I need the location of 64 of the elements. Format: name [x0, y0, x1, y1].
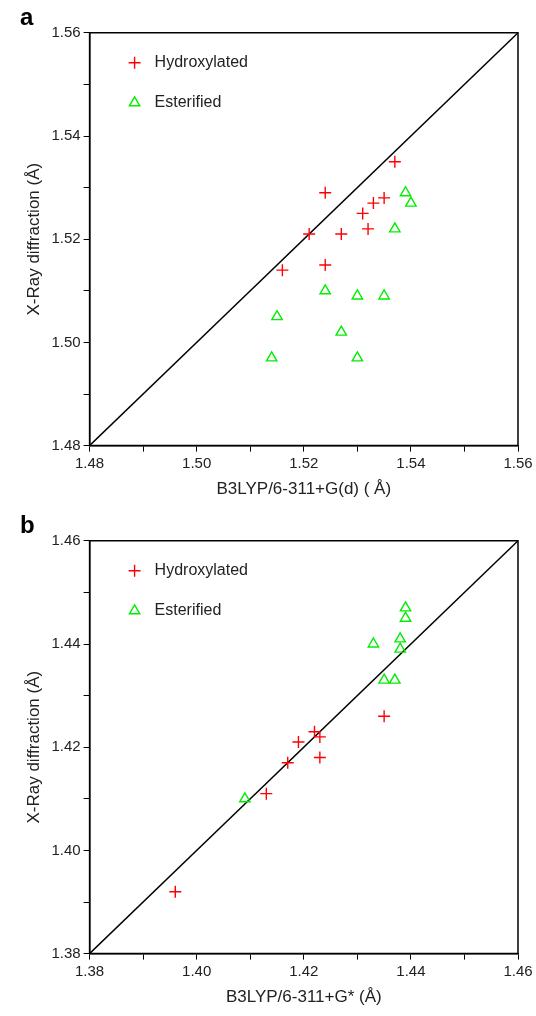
point — [265, 351, 278, 362]
point — [388, 222, 401, 233]
y-tick-label: 1.38 — [51, 943, 81, 961]
y-tick-label: 1.52 — [51, 229, 81, 247]
point — [259, 786, 274, 801]
y-tick-label: 1.48 — [51, 435, 81, 453]
y-tick-label: 1.46 — [51, 530, 81, 548]
point — [281, 755, 295, 770]
point — [318, 258, 332, 272]
y-tick-label: 1.50 — [51, 332, 81, 350]
point — [378, 289, 391, 300]
chart-title: b — [20, 511, 35, 539]
point — [275, 263, 290, 277]
x-tick-label: 1.42 — [289, 961, 319, 979]
point — [168, 884, 182, 899]
point — [291, 735, 306, 749]
point — [361, 222, 375, 236]
point — [335, 325, 348, 336]
point — [313, 750, 327, 765]
point — [377, 709, 391, 723]
point — [302, 227, 316, 241]
point — [399, 601, 412, 612]
x-tick-label: 1.38 — [74, 961, 105, 979]
point — [399, 186, 412, 197]
point — [351, 351, 364, 362]
y-axis-title: X-Ray diffraction (Å) — [23, 670, 43, 824]
x-tick-label: 1.44 — [396, 961, 426, 979]
x-tick-label: 1.50 — [182, 453, 212, 471]
y-tick-label: 1.56 — [51, 22, 81, 40]
point — [271, 309, 283, 321]
x-tick-label: 1.46 — [503, 961, 533, 979]
point — [388, 673, 401, 684]
legend-label: Esterified — [154, 93, 222, 111]
point — [394, 642, 407, 653]
y-axis-title: X-Ray diffraction (Å) — [23, 162, 43, 316]
x-axis-title: B3LYP/6-311+G(d) ( Å) — [216, 479, 392, 499]
x-tick-label: 1.40 — [182, 961, 212, 979]
x-tick-label: 1.48 — [74, 453, 105, 471]
point — [377, 191, 391, 205]
y-tick-label: 1.40 — [51, 840, 81, 858]
y-tick-label: 1.54 — [51, 126, 81, 144]
point — [399, 611, 412, 622]
x-tick-label: 1.56 — [503, 453, 533, 471]
x-axis-title: B3LYP/6-311+G* (Å) — [225, 987, 382, 1007]
legend-label: Hydroxylated — [154, 561, 248, 579]
point — [405, 196, 417, 207]
point — [367, 637, 380, 648]
y-tick-label: 1.42 — [51, 737, 81, 755]
point — [394, 632, 407, 643]
point — [366, 196, 381, 210]
x-tick-label: 1.52 — [289, 453, 319, 471]
point — [388, 155, 402, 169]
y-tick-label: 1.44 — [51, 634, 81, 652]
point — [239, 792, 251, 803]
point — [318, 186, 332, 200]
point — [334, 227, 348, 241]
point — [356, 206, 370, 221]
x-tick-label: 1.54 — [396, 453, 426, 471]
legend-label: Esterified — [154, 601, 222, 619]
legend-label: Hydroxylated — [154, 53, 248, 71]
point — [351, 289, 364, 300]
point — [319, 284, 332, 295]
point — [378, 673, 391, 684]
chart-title: a — [20, 3, 34, 31]
